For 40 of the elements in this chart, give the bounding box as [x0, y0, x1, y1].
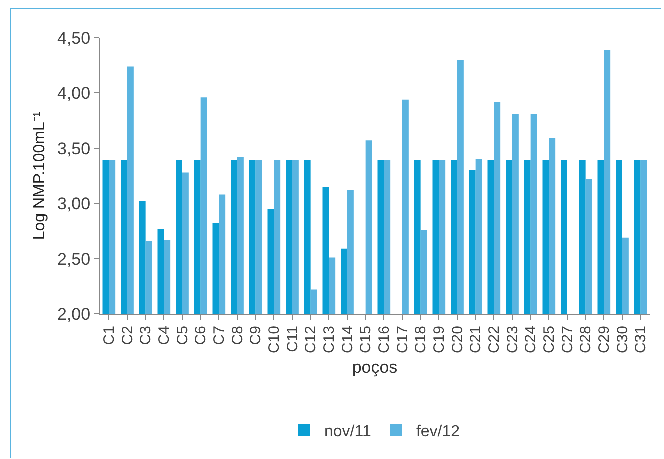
x-tick-label: C5	[174, 326, 192, 346]
x-tick-label: C25	[541, 326, 558, 354]
x-tick-label: C9	[248, 326, 265, 346]
y-tick-label: 4,50	[58, 28, 91, 48]
x-tick-label: C23	[504, 326, 522, 354]
y-tick-label: 2,50	[58, 250, 91, 269]
x-tick-label: C15	[358, 326, 375, 354]
x-tick-label: C31	[632, 326, 650, 354]
x-tick-label: C4	[156, 326, 174, 346]
x-tick-label: C30	[614, 326, 632, 354]
y-tick-label: 3,50	[58, 139, 91, 158]
x-tick-label: C3	[138, 326, 155, 346]
x-tick-label: C13	[321, 326, 338, 354]
x-tick-label: C19	[431, 326, 448, 354]
x-tick-label: C2	[119, 326, 136, 346]
x-tick-label: C8	[229, 326, 246, 346]
y-tick-label: 4,00	[58, 84, 91, 104]
y-axis-title: Log NMP.100mL⁻¹	[31, 112, 48, 240]
x-tick-label: C20	[449, 326, 466, 354]
x-tick-label: C6	[192, 326, 210, 346]
x-tick-label: C27	[559, 326, 576, 354]
x-tick-label: C16	[376, 326, 394, 354]
x-tick-label: C17	[394, 326, 412, 354]
x-tick-label: C21	[468, 326, 485, 354]
x-tick-label: C14	[339, 326, 356, 354]
x-tick-label: C1	[101, 326, 118, 346]
x-tick-label: C11	[284, 326, 302, 352]
legend-label: nov/11	[324, 424, 372, 440]
x-tick-label: C18	[412, 326, 430, 354]
y-tick-label: 2,00	[58, 304, 91, 324]
x-tick-label: C10	[266, 326, 284, 354]
x-tick-label: C28	[578, 326, 595, 354]
x-axis-title: poços	[352, 358, 398, 377]
x-tick-label: C24	[522, 326, 540, 354]
x-tick-label: C12	[302, 326, 320, 354]
x-tick-label: C22	[486, 326, 504, 354]
x-tick-label: C7	[211, 326, 228, 346]
x-tick-label: C29	[596, 326, 614, 354]
legend-label: fev/12	[416, 424, 460, 440]
y-tick-label: 3,00	[58, 194, 91, 214]
